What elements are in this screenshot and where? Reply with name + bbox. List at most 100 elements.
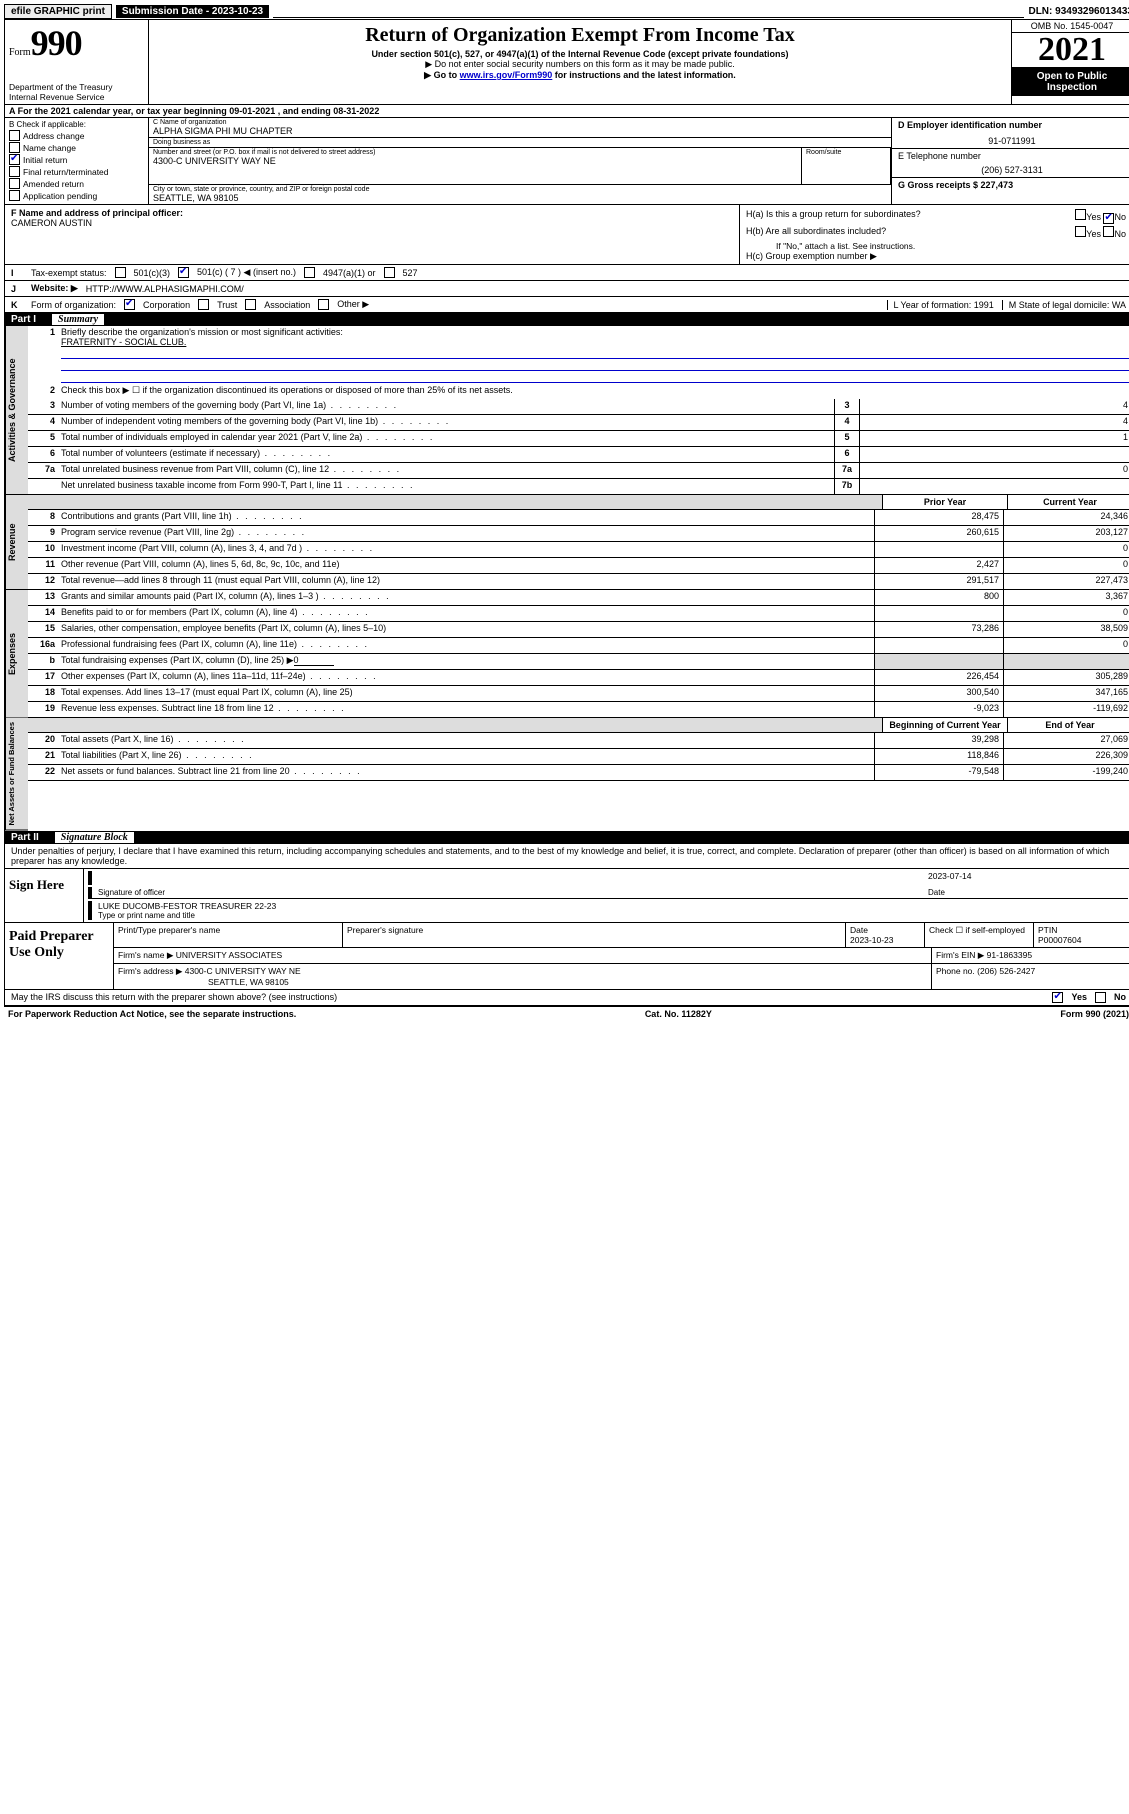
form-ref: Form 990 (2021) [1060, 1009, 1129, 1019]
line-21: 21Total liabilities (Part X, line 26)118… [28, 749, 1129, 765]
year-formation: L Year of formation: 1991 [887, 300, 994, 310]
chk-assoc[interactable] [245, 299, 256, 310]
open-public-label: Open to Public Inspection [1012, 68, 1129, 96]
chk-527[interactable] [384, 267, 395, 278]
line-1: 1 Briefly describe the organization's mi… [28, 326, 1129, 384]
hb-no[interactable] [1103, 226, 1114, 237]
top-bar: efile GRAPHIC print Submission Date - 20… [4, 4, 1129, 19]
discuss-row: May the IRS discuss this return with the… [5, 990, 1129, 1006]
sig-date: 2023-07-14 [928, 871, 1128, 885]
pra-notice: For Paperwork Reduction Act Notice, see … [8, 1009, 296, 1019]
rev-col-header: Prior Year Current Year [28, 495, 1129, 510]
chk-initial[interactable]: Initial return [9, 154, 144, 165]
ha-yes[interactable] [1075, 209, 1086, 220]
firm-addr: 4300-C UNIVERSITY WAY NE [185, 966, 301, 976]
gross-receipts: G Gross receipts $ 227,473 [892, 178, 1129, 204]
line-11: 11Other revenue (Part VIII, column (A), … [28, 558, 1129, 574]
preparer-block: Paid Preparer Use Only Print/Type prepar… [5, 923, 1129, 990]
part2-header: Part II Signature Block [5, 831, 1129, 844]
hc-row: H(c) Group exemption number ▶ [746, 251, 1126, 262]
discuss-no[interactable] [1095, 992, 1106, 1003]
prep-row-1: Print/Type preparer's name Preparer's si… [114, 923, 1129, 948]
dln-label: DLN: 93493296013433 [1028, 6, 1129, 17]
netassets-tab: Net Assets or Fund Balances [5, 718, 28, 831]
hb-row: H(b) Are all subordinates included? Yes … [746, 226, 1126, 239]
chk-501c3[interactable] [115, 267, 126, 278]
ptin-value: P00007604 [1038, 935, 1082, 945]
line-9: 9Program service revenue (Part VIII, lin… [28, 526, 1129, 542]
net-col-header: Beginning of Current Year End of Year [28, 718, 1129, 733]
sign-here-block: Sign Here Signature of officer 2023-07-1… [5, 869, 1129, 923]
firm-ein: 91-1863395 [987, 950, 1032, 960]
sig-officer-label: Signature of officer [98, 888, 165, 897]
hb-yes[interactable] [1075, 226, 1086, 237]
subtitle-1: Under section 501(c), 527, or 4947(a)(1)… [155, 49, 1005, 59]
header-center: Return of Organization Exempt From Incom… [149, 20, 1011, 104]
line-16a: 16aProfessional fundraising fees (Part I… [28, 638, 1129, 654]
revenue-tab: Revenue [5, 495, 28, 590]
prep-self-employed: Check ☐ if self-employed [925, 923, 1034, 947]
line-2: 2Check this box ▶ ☐ if the organization … [28, 384, 1129, 399]
chk-501c[interactable] [178, 267, 189, 278]
discuss-yes[interactable] [1052, 992, 1063, 1003]
header-left: Form990 Department of the Treasury Inter… [5, 20, 149, 104]
governance-block: Activities & Governance 1 Briefly descri… [5, 326, 1129, 495]
line-14: 14Benefits paid to or for members (Part … [28, 606, 1129, 622]
hb-note: If "No," attach a list. See instructions… [746, 241, 1126, 251]
check-b-column: B Check if applicable: Address change Na… [5, 118, 149, 204]
line-19: 19Revenue less expenses. Subtract line 1… [28, 702, 1129, 718]
sign-here-label: Sign Here [5, 869, 84, 922]
form-title: Return of Organization Exempt From Incom… [155, 24, 1005, 47]
form-header: Form990 Department of the Treasury Inter… [5, 20, 1129, 105]
chk-4947[interactable] [304, 267, 315, 278]
line-10: 10Investment income (Part VIII, column (… [28, 542, 1129, 558]
check-b-label: B Check if applicable: [9, 120, 144, 129]
ha-row: H(a) Is this a group return for subordin… [746, 209, 1126, 224]
subtitle-3: ▶ Go to www.irs.gov/Form990 for instruct… [155, 70, 1005, 81]
state-domicile: M State of legal domicile: WA [1002, 300, 1126, 310]
fgh-block: F Name and address of principal officer:… [5, 205, 1129, 265]
entity-right: D Employer identification number 91-0711… [891, 118, 1129, 204]
chk-other[interactable] [318, 299, 329, 310]
chk-final[interactable]: Final return/terminated [9, 166, 144, 177]
principal-officer: F Name and address of principal officer:… [5, 205, 739, 264]
entity-block: B Check if applicable: Address change Na… [5, 118, 1129, 205]
revenue-block: Revenue Prior Year Current Year 8Contrib… [5, 495, 1129, 590]
page-footer: For Paperwork Reduction Act Notice, see … [4, 1007, 1129, 1021]
line-3: 3Number of voting members of the governi… [28, 399, 1129, 415]
officer-name: LUKE DUCOMB-FESTOR TREASURER 22-23 [98, 901, 1128, 911]
efile-button[interactable]: efile GRAPHIC print [4, 4, 112, 19]
part1-header: Part I Summary [5, 313, 1129, 326]
ha-no[interactable] [1103, 213, 1114, 224]
governance-tab: Activities & Governance [5, 326, 28, 495]
chk-trust[interactable] [198, 299, 209, 310]
cat-no: Cat. No. 11282Y [645, 1009, 712, 1019]
line-k: K Form of organization: Corporation Trus… [5, 297, 1129, 313]
section-a: A For the 2021 calendar year, or tax yea… [5, 105, 1129, 118]
line-13: 13Grants and similar amounts paid (Part … [28, 590, 1129, 606]
irs-label: Internal Revenue Service [9, 92, 144, 102]
prep-date: 2023-10-23 [850, 935, 893, 945]
prep-row-2: Firm's name ▶ UNIVERSITY ASSOCIATES Firm… [114, 948, 1129, 964]
line-17: 17Other expenses (Part IX, column (A), l… [28, 670, 1129, 686]
room-field: Room/suite [802, 148, 891, 185]
line-20: 20Total assets (Part X, line 16)39,29827… [28, 733, 1129, 749]
chk-corp[interactable] [124, 299, 135, 310]
chk-application[interactable]: Application pending [9, 190, 144, 201]
entity-mid: C Name of organization ALPHA SIGMA PHI M… [149, 118, 891, 204]
section-a-text: A For the 2021 calendar year, or tax yea… [9, 106, 379, 116]
chk-amended[interactable]: Amended return [9, 178, 144, 189]
irs-link[interactable]: www.irs.gov/Form990 [460, 70, 553, 80]
chk-name[interactable]: Name change [9, 142, 144, 153]
line-5: 5Total number of individuals employed in… [28, 431, 1129, 447]
line-18: 18Total expenses. Add lines 13–17 (must … [28, 686, 1129, 702]
submission-date: Submission Date - 2023-10-23 [116, 5, 269, 18]
subtitle-2: ▶ Do not enter social security numbers o… [155, 59, 1005, 70]
org-name-field: C Name of organization ALPHA SIGMA PHI M… [149, 118, 891, 138]
expenses-block: Expenses 13Grants and similar amounts pa… [5, 590, 1129, 718]
form-container: Form990 Department of the Treasury Inter… [4, 19, 1129, 1007]
dba-field: Doing business as [149, 138, 891, 148]
expenses-tab: Expenses [5, 590, 28, 718]
chk-address[interactable]: Address change [9, 130, 144, 141]
website-value: HTTP://WWW.ALPHASIGMAPHI.COM/ [86, 284, 244, 294]
